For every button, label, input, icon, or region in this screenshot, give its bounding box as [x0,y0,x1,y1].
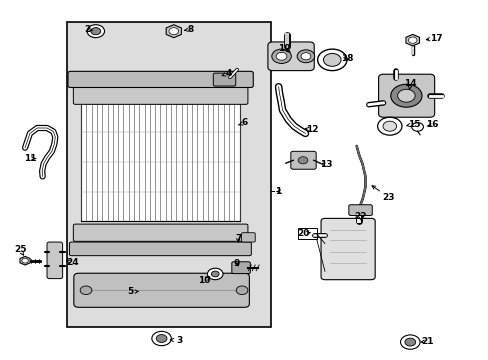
Text: 12: 12 [306,125,318,134]
Circle shape [397,89,414,102]
Circle shape [80,286,92,294]
Text: 17: 17 [429,34,442,43]
FancyBboxPatch shape [68,71,253,87]
Bar [81,103,239,221]
Text: 9: 9 [234,259,240,268]
FancyBboxPatch shape [231,262,250,274]
Circle shape [323,53,340,66]
FancyBboxPatch shape [378,74,434,117]
Text: 20: 20 [296,229,308,238]
FancyBboxPatch shape [290,151,316,169]
Circle shape [317,49,346,71]
FancyBboxPatch shape [241,233,255,242]
Polygon shape [166,25,181,38]
Text: 25: 25 [14,246,26,255]
Circle shape [404,338,415,346]
Circle shape [22,258,28,263]
FancyBboxPatch shape [73,87,247,104]
Text: 24: 24 [66,258,79,267]
FancyBboxPatch shape [348,205,371,216]
Polygon shape [20,256,30,265]
FancyBboxPatch shape [69,242,251,256]
Circle shape [87,25,104,38]
FancyBboxPatch shape [73,224,247,241]
Circle shape [382,121,396,131]
FancyBboxPatch shape [267,42,314,71]
Circle shape [156,334,166,342]
FancyBboxPatch shape [47,242,62,279]
Text: 11: 11 [23,154,36,163]
Circle shape [400,335,419,349]
Text: 6: 6 [241,118,247,127]
Circle shape [301,53,310,60]
Circle shape [91,28,101,35]
Circle shape [276,52,286,60]
Bar [66,22,271,327]
Circle shape [377,117,401,135]
Circle shape [169,28,178,35]
Text: 7: 7 [235,234,241,243]
Text: 5: 5 [126,287,133,296]
Circle shape [211,271,219,277]
Circle shape [271,49,291,63]
Polygon shape [405,35,419,46]
Text: 1: 1 [275,187,281,196]
Text: 23: 23 [382,193,394,202]
Text: 21: 21 [421,337,433,346]
Circle shape [152,331,171,346]
Circle shape [207,268,223,280]
Text: 19: 19 [278,44,290,53]
Text: 4: 4 [225,69,232,78]
Circle shape [407,37,416,43]
Bar [298,228,316,239]
FancyBboxPatch shape [213,73,235,86]
Circle shape [297,50,314,63]
Circle shape [390,84,421,107]
Circle shape [236,286,247,294]
Text: 18: 18 [340,54,352,63]
FancyBboxPatch shape [74,273,249,307]
Text: 15: 15 [407,120,420,129]
Text: 16: 16 [426,120,438,129]
Text: 22: 22 [354,212,366,221]
Text: 8: 8 [187,25,194,34]
Circle shape [411,123,423,131]
Text: 14: 14 [403,80,416,89]
Text: 10: 10 [198,276,210,285]
FancyBboxPatch shape [321,219,374,280]
Circle shape [298,157,307,164]
Text: 2: 2 [84,25,90,34]
Text: 3: 3 [176,336,182,345]
Text: 13: 13 [320,161,332,170]
